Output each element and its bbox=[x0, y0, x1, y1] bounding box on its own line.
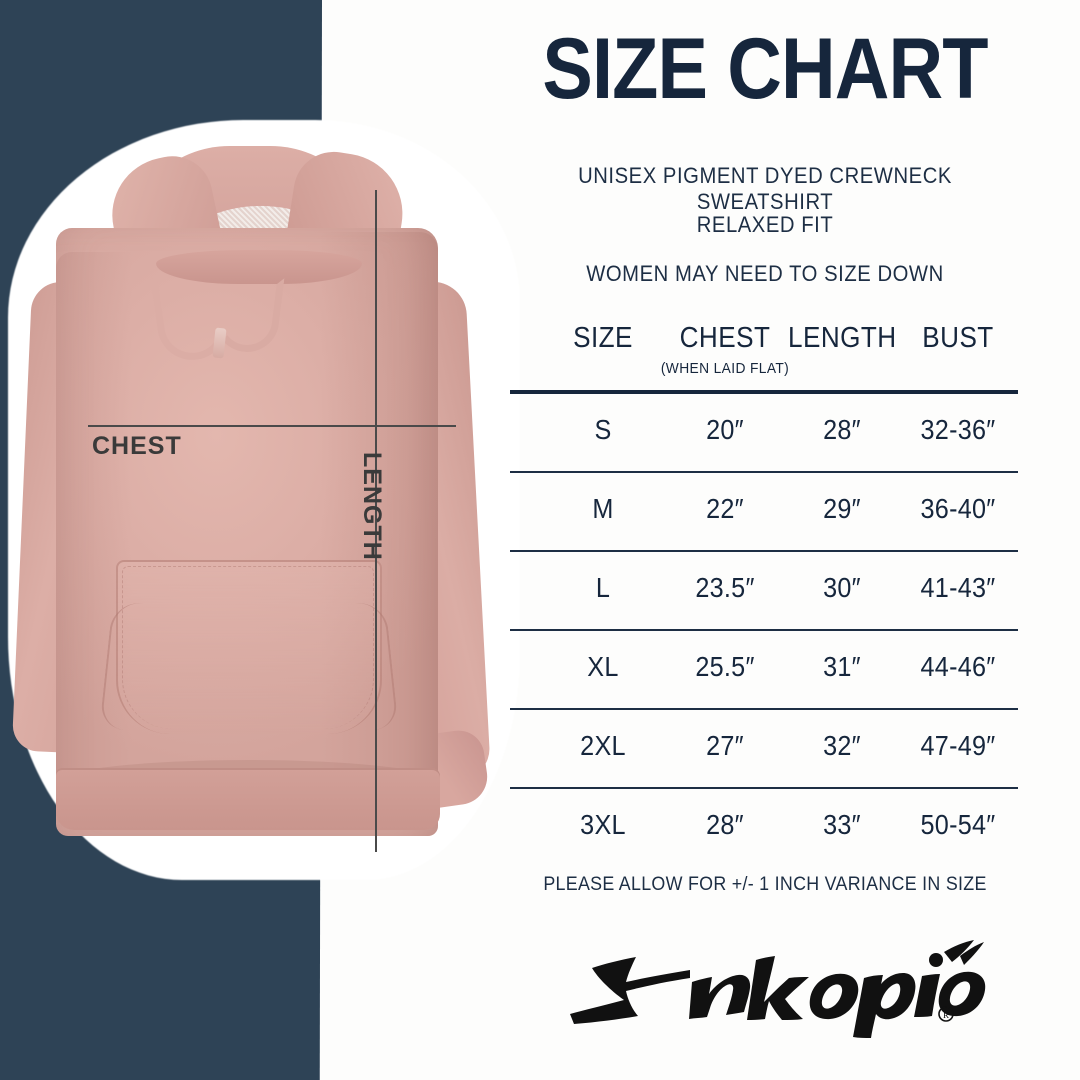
variance-disclaimer: PLEASE ALLOW FOR +/- 1 INCH VARIANCE IN … bbox=[543, 874, 987, 895]
table-header-row: SIZE CHEST LENGTH BUST (WHEN LAID FLAT) bbox=[510, 322, 1020, 390]
cell-size: 3XL bbox=[580, 809, 626, 840]
cell-chest: 22″ bbox=[706, 493, 744, 524]
neck-band bbox=[156, 250, 362, 284]
column-header-size: SIZE bbox=[573, 322, 633, 354]
subtitle-sizing-advice: WOMEN MAY NEED TO SIZE DOWN bbox=[586, 261, 944, 286]
body-shading-left bbox=[56, 252, 132, 818]
table-header-divider bbox=[510, 390, 1018, 394]
sweatshirt-body bbox=[56, 228, 438, 836]
length-measure-line bbox=[375, 190, 377, 852]
cell-chest: 25.5″ bbox=[695, 651, 755, 682]
cell-chest: 28″ bbox=[706, 809, 744, 840]
column-header-chest: CHEST bbox=[679, 322, 771, 354]
cell-size: S bbox=[594, 414, 612, 445]
cell-size: M bbox=[592, 493, 614, 524]
table-row-divider bbox=[510, 708, 1018, 710]
page-title: SIZE CHART bbox=[542, 21, 988, 117]
cell-length: 33″ bbox=[823, 809, 861, 840]
table-row: L 23.5″ 30″ 41-43″ bbox=[510, 552, 1020, 629]
cell-bust: 36-40″ bbox=[920, 493, 996, 524]
chart-content: SIZE CHART UNISEX PIGMENT DYED CREWNECK … bbox=[510, 0, 1020, 1080]
table-row: M 22″ 29″ 36-40″ bbox=[510, 473, 1020, 550]
inkopious-wordmark-icon: R bbox=[570, 940, 986, 1038]
chest-measure-note: (WHEN LAID FLAT) bbox=[660, 360, 790, 377]
garment-photo: CHEST LENGTH bbox=[11, 132, 508, 870]
table-row: S 20″ 28″ 32-36″ bbox=[510, 394, 1020, 471]
pocket-stitching bbox=[122, 566, 374, 729]
cell-chest: 23.5″ bbox=[695, 572, 755, 603]
subtitle-product: UNISEX PIGMENT DYED CREWNECK SWEATSHIRT bbox=[578, 163, 952, 214]
table-row: 2XL 27″ 32″ 47-49″ bbox=[510, 710, 1020, 787]
brand-logo: R bbox=[540, 930, 990, 1040]
column-header-length: LENGTH bbox=[788, 322, 897, 354]
cell-size: 2XL bbox=[580, 730, 626, 761]
table-row-divider bbox=[510, 787, 1018, 789]
table-row-divider bbox=[510, 550, 1018, 552]
cell-bust: 41-43″ bbox=[920, 572, 996, 603]
table-row: 3XL 28″ 33″ 50-54″ bbox=[510, 789, 1020, 866]
cell-chest: 27″ bbox=[706, 730, 744, 761]
ribbed-hem bbox=[56, 768, 440, 830]
cell-bust: 44-46″ bbox=[920, 651, 996, 682]
table-row-divider bbox=[510, 471, 1018, 473]
column-header-bust: BUST bbox=[922, 322, 994, 354]
subtitle-fit: RELAXED FIT bbox=[696, 212, 834, 237]
svg-text:R: R bbox=[943, 1010, 949, 1020]
cell-length: 30″ bbox=[823, 572, 861, 603]
chest-measure-label: CHEST bbox=[92, 432, 182, 460]
cell-length: 32″ bbox=[823, 730, 861, 761]
chest-measure-line bbox=[88, 425, 456, 427]
cell-bust: 47-49″ bbox=[920, 730, 996, 761]
size-table: SIZE CHEST LENGTH BUST (WHEN LAID FLAT) … bbox=[510, 322, 1020, 866]
cell-size: L bbox=[595, 572, 611, 603]
cell-length: 28″ bbox=[823, 414, 861, 445]
sweatshirt-illustration bbox=[11, 132, 508, 870]
table-row-divider bbox=[510, 629, 1018, 631]
cell-chest: 20″ bbox=[706, 414, 744, 445]
cell-bust: 32-36″ bbox=[920, 414, 996, 445]
table-row: XL 25.5″ 31″ 44-46″ bbox=[510, 631, 1020, 708]
cell-length: 29″ bbox=[823, 493, 861, 524]
cell-bust: 50-54″ bbox=[920, 809, 996, 840]
cell-size: XL bbox=[587, 651, 619, 682]
cell-length: 31″ bbox=[823, 651, 861, 682]
length-measure-label: LENGTH bbox=[358, 452, 386, 561]
